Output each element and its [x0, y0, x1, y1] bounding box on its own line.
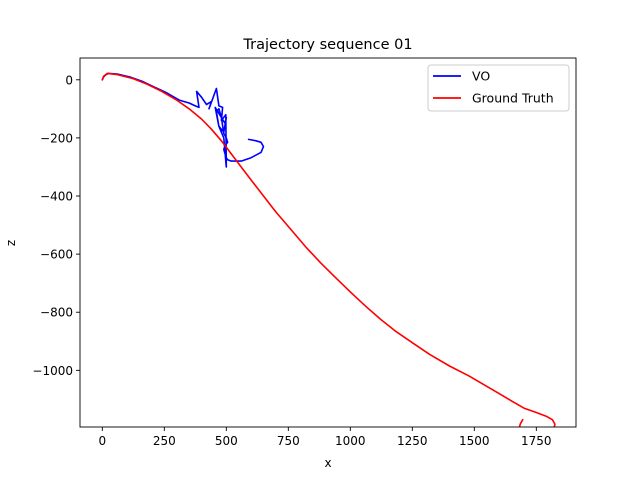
- y-axis-label: z: [4, 240, 18, 246]
- y-tick-label: 0: [65, 73, 73, 87]
- x-tick-label: 0: [98, 434, 106, 448]
- series-line-ground-truth: [101, 72, 556, 427]
- legend-box: [427, 64, 570, 112]
- y-tick-label: −400: [40, 190, 73, 204]
- plot-area: [80, 58, 576, 427]
- series-layer: [101, 72, 556, 427]
- chart-title: Trajectory sequence 01: [242, 37, 412, 53]
- axes-frame: [79, 57, 577, 428]
- y-tick-label: −200: [40, 131, 73, 145]
- y-tick-label: −800: [40, 306, 73, 320]
- axes-layer: 0 250 500 750 1000 1250 1500 1750 0 −200 −400 −600 −…: [32, 57, 577, 448]
- x-axis-label: x: [324, 456, 331, 470]
- legend-label: VO: [472, 69, 490, 84]
- series-line-vo: [101, 72, 265, 168]
- x-tick-label: 1250: [397, 434, 428, 448]
- plot-background: [80, 58, 576, 427]
- legend-label: Ground Truth: [472, 91, 554, 106]
- x-tick-label: 1750: [521, 434, 552, 448]
- x-tick-label: 1000: [335, 434, 366, 448]
- x-tick-label: 500: [215, 434, 238, 448]
- x-tick-label: 250: [153, 434, 176, 448]
- y-tick-label: −1000: [32, 364, 73, 378]
- y-tick-label: −600: [40, 248, 73, 262]
- x-tick-label: 1500: [459, 434, 490, 448]
- x-tick-label: 750: [277, 434, 300, 448]
- legend: VO Ground Truth: [427, 64, 570, 112]
